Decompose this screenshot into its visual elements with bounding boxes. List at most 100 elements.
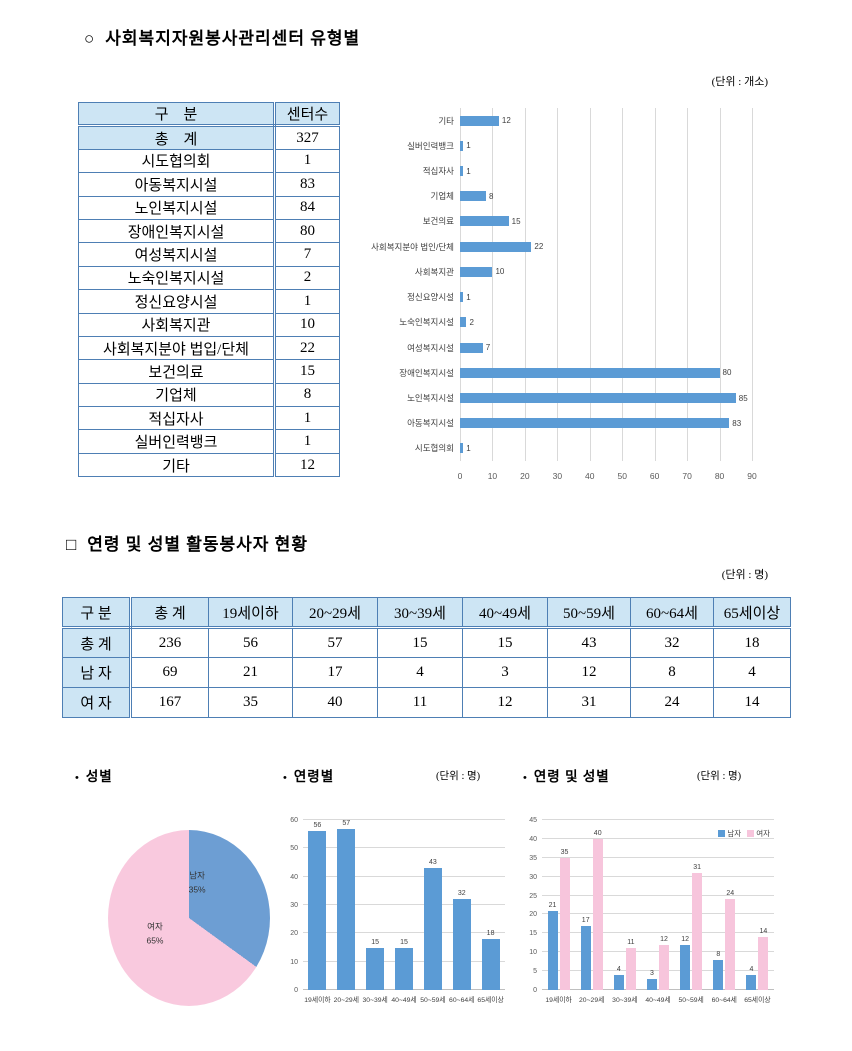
- category-label: 50~59세: [678, 997, 704, 1004]
- value-cell: 84: [274, 195, 340, 220]
- bar: [452, 899, 471, 990]
- x-axis: 0 10 20 30 40 50 60 70 80 90: [458, 461, 757, 485]
- pie-male-name: 남자: [189, 870, 205, 881]
- value-cell: 236: [130, 627, 209, 658]
- bar-unit: 11: [625, 820, 636, 990]
- pie-title-text: 성별: [85, 769, 113, 784]
- gridline: [752, 108, 753, 461]
- bar-row: 12: [460, 108, 752, 133]
- category-label: 60~64세: [711, 997, 737, 1004]
- table-row: 노숙인복지시설 2: [78, 265, 340, 291]
- bar-value-label: 18: [486, 930, 495, 937]
- bar-slots: 21 35 17 40 4 11 3 12 12 31 8 24 4 14: [542, 820, 774, 990]
- bar-value-label: 85: [738, 393, 748, 403]
- dot-marker: •: [75, 772, 80, 784]
- value-cell: 17: [292, 657, 378, 688]
- y-tick-label: 50: [290, 845, 298, 853]
- value-cell: 1: [274, 429, 340, 454]
- bar-row: 22: [460, 234, 752, 259]
- value-cell: 327: [274, 125, 340, 150]
- value-cell: 56: [208, 627, 293, 658]
- column-header: 센터수: [274, 101, 340, 128]
- legend-label: 남자: [727, 829, 742, 838]
- bar-value-label: 32: [457, 890, 466, 898]
- bar-value-label: 15: [400, 938, 408, 946]
- bar: [680, 944, 691, 990]
- category-label: 65세이상: [744, 997, 771, 1004]
- value-cell: 32: [630, 627, 714, 658]
- bar: [460, 115, 499, 126]
- bar-row: 2: [460, 310, 752, 335]
- bar: [658, 944, 669, 990]
- pie-label-male: 남자 35%: [189, 868, 206, 897]
- bar-value-label: 31: [693, 863, 702, 871]
- row-label-cell: 여성복지시설: [78, 242, 276, 267]
- bar-unit: 15: [366, 820, 385, 990]
- value-cell: 8: [630, 657, 714, 688]
- section1-title-text: 사회복지자원봉사관리센터 유형별: [105, 29, 361, 48]
- bar: [713, 959, 724, 990]
- y-tick-label: 30: [290, 902, 298, 909]
- bar: [423, 868, 442, 990]
- value-cell: 1: [274, 148, 340, 174]
- gridline: [542, 951, 774, 953]
- category-labels: 기타 실버인력뱅크 적십자사 기업체 보건의료 사회복지분야 법인/단체 사회복지관 정신요양…: [352, 108, 454, 461]
- table2-body: 총 계 236 56 57 15 15 43 32 18 남 자 69 21 17 4 3 12 8 4 여 자 16…: [62, 627, 791, 718]
- value-cell: 31: [547, 687, 631, 718]
- bar-value-label: 2: [469, 317, 474, 327]
- bar-unit: 4: [746, 820, 757, 990]
- bar-value-label: 11: [627, 939, 635, 947]
- value-cell: 22: [274, 335, 340, 361]
- bar-unit: 35: [559, 820, 570, 990]
- bar-value-label: 40: [593, 829, 602, 837]
- table-row: 여성복지시설 7: [78, 242, 340, 267]
- age-gender-grouped-bar-chart: 21 35 17 40 4 11 3 12 12 31 8 24 4 14 0 5 10 15 20 25 30 35 40…: [520, 812, 780, 1014]
- row-label-cell: 아동복지시설: [78, 172, 276, 197]
- row-label-cell: 총 계: [62, 627, 132, 658]
- bar: [395, 947, 413, 990]
- bar-unit: 3: [646, 820, 657, 990]
- category-label: 정신요양시설: [407, 292, 454, 303]
- bar-value-label: 10: [495, 267, 505, 277]
- category-label: 기타: [438, 115, 454, 126]
- row-label-cell: 기업체: [78, 382, 276, 408]
- value-cell: 4: [377, 657, 463, 688]
- bar-value-label: 4: [616, 965, 621, 973]
- bar-slots: 56 57 15 15 43 32 18: [303, 820, 505, 990]
- x-tick-label: 80: [714, 471, 725, 481]
- bar-unit: 40: [592, 820, 603, 990]
- value-cell: 21: [208, 657, 293, 688]
- y-tick-label: 40: [529, 835, 537, 843]
- category-label: 적십자사: [422, 166, 454, 177]
- bar: [460, 443, 464, 454]
- gridline: [492, 108, 494, 461]
- bar: [366, 947, 385, 990]
- bar-value-label: 8: [716, 950, 721, 958]
- bar-value-label: 12: [660, 935, 668, 943]
- table-row: 실버인력뱅크 1: [78, 429, 340, 454]
- bar-unit: 17: [580, 820, 591, 990]
- column-header: 65세이상: [713, 597, 791, 629]
- bar-slot: 43: [418, 820, 447, 990]
- bar-row: 1: [460, 158, 752, 183]
- bar-slot: 8 24: [708, 820, 741, 990]
- bar-value-label: 7: [485, 343, 491, 353]
- dot-marker: •: [283, 772, 288, 784]
- y-tick-label: 20: [290, 930, 298, 938]
- bar-value-label: 22: [534, 242, 544, 252]
- bar-unit: 21: [547, 820, 558, 990]
- column-header: 30~39세: [377, 597, 463, 629]
- category-label: 보건의료: [422, 216, 454, 227]
- dot-marker: •: [523, 772, 528, 784]
- bar: [725, 899, 736, 990]
- bar-slot: 15: [361, 820, 390, 990]
- bar-row: 15: [460, 209, 752, 234]
- y-axis-labels: 0 5 10 15 20 25 30 35 40 45: [520, 817, 537, 994]
- pie-label-female: 여자 65%: [146, 919, 163, 948]
- gridline: [542, 970, 774, 972]
- gridline: [622, 108, 624, 461]
- bar: [460, 166, 464, 177]
- gridline: [654, 108, 656, 461]
- column-header: 구 분: [62, 597, 132, 629]
- value-cell: 80: [274, 218, 340, 244]
